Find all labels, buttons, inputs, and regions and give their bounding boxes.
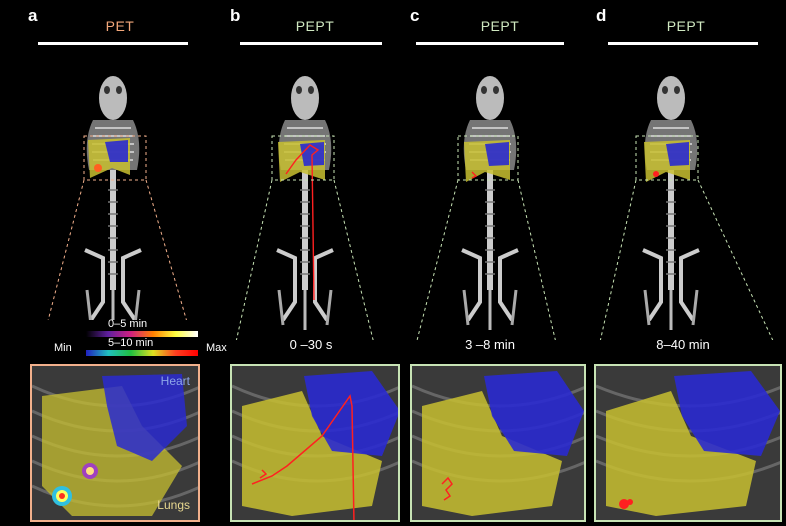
panel-letter: a — [28, 6, 38, 25]
mouse-ct-image — [47, 74, 187, 320]
panel-a: a PET 0–5 min 5–10 min Min Max Heart — [0, 0, 227, 526]
panel-d: d PEPT 8–40 min — [586, 0, 786, 526]
colorbar-bottom — [86, 350, 198, 356]
colorbar-legend: 0–5 min 5–10 min Min Max — [48, 318, 238, 358]
mouse-ct-image — [235, 74, 374, 340]
panel-letter: b — [230, 6, 241, 25]
colorbar-bottom-label: 5–10 min — [108, 337, 154, 349]
panel-c: c PEPT 3 –8 min — [390, 0, 586, 526]
lungs-label: Lungs — [157, 498, 190, 512]
panel-rule — [240, 42, 382, 45]
time-label: 8–40 min — [656, 337, 710, 352]
panel-b: b PEPT 0 –30 s — [200, 0, 400, 526]
panel-title: PEPT — [480, 18, 520, 34]
panel-title: PEPT — [666, 18, 706, 34]
inset-d — [594, 364, 782, 522]
mouse-ct-image — [599, 74, 774, 340]
inset-b — [230, 364, 400, 522]
panel-letter: c — [410, 6, 420, 25]
time-label: 3 –8 min — [465, 337, 515, 352]
colorbar-min: Min — [54, 342, 72, 354]
panel-title: PET — [105, 18, 135, 34]
panel-letter: d — [596, 6, 607, 25]
inset-a: Heart Lungs — [30, 364, 200, 522]
time-label: 0 –30 s — [289, 337, 333, 352]
colorbar-top-label: 0–5 min — [108, 318, 148, 330]
mouse-ct-image — [416, 74, 556, 340]
colorbar-top — [86, 331, 198, 337]
colorbar-max: Max — [206, 342, 227, 354]
panel-rule — [608, 42, 758, 45]
panel-title: PEPT — [295, 18, 335, 34]
panel-rule — [416, 42, 564, 45]
panel-rule — [38, 42, 188, 45]
heart-label: Heart — [160, 374, 190, 388]
inset-c — [410, 364, 586, 522]
